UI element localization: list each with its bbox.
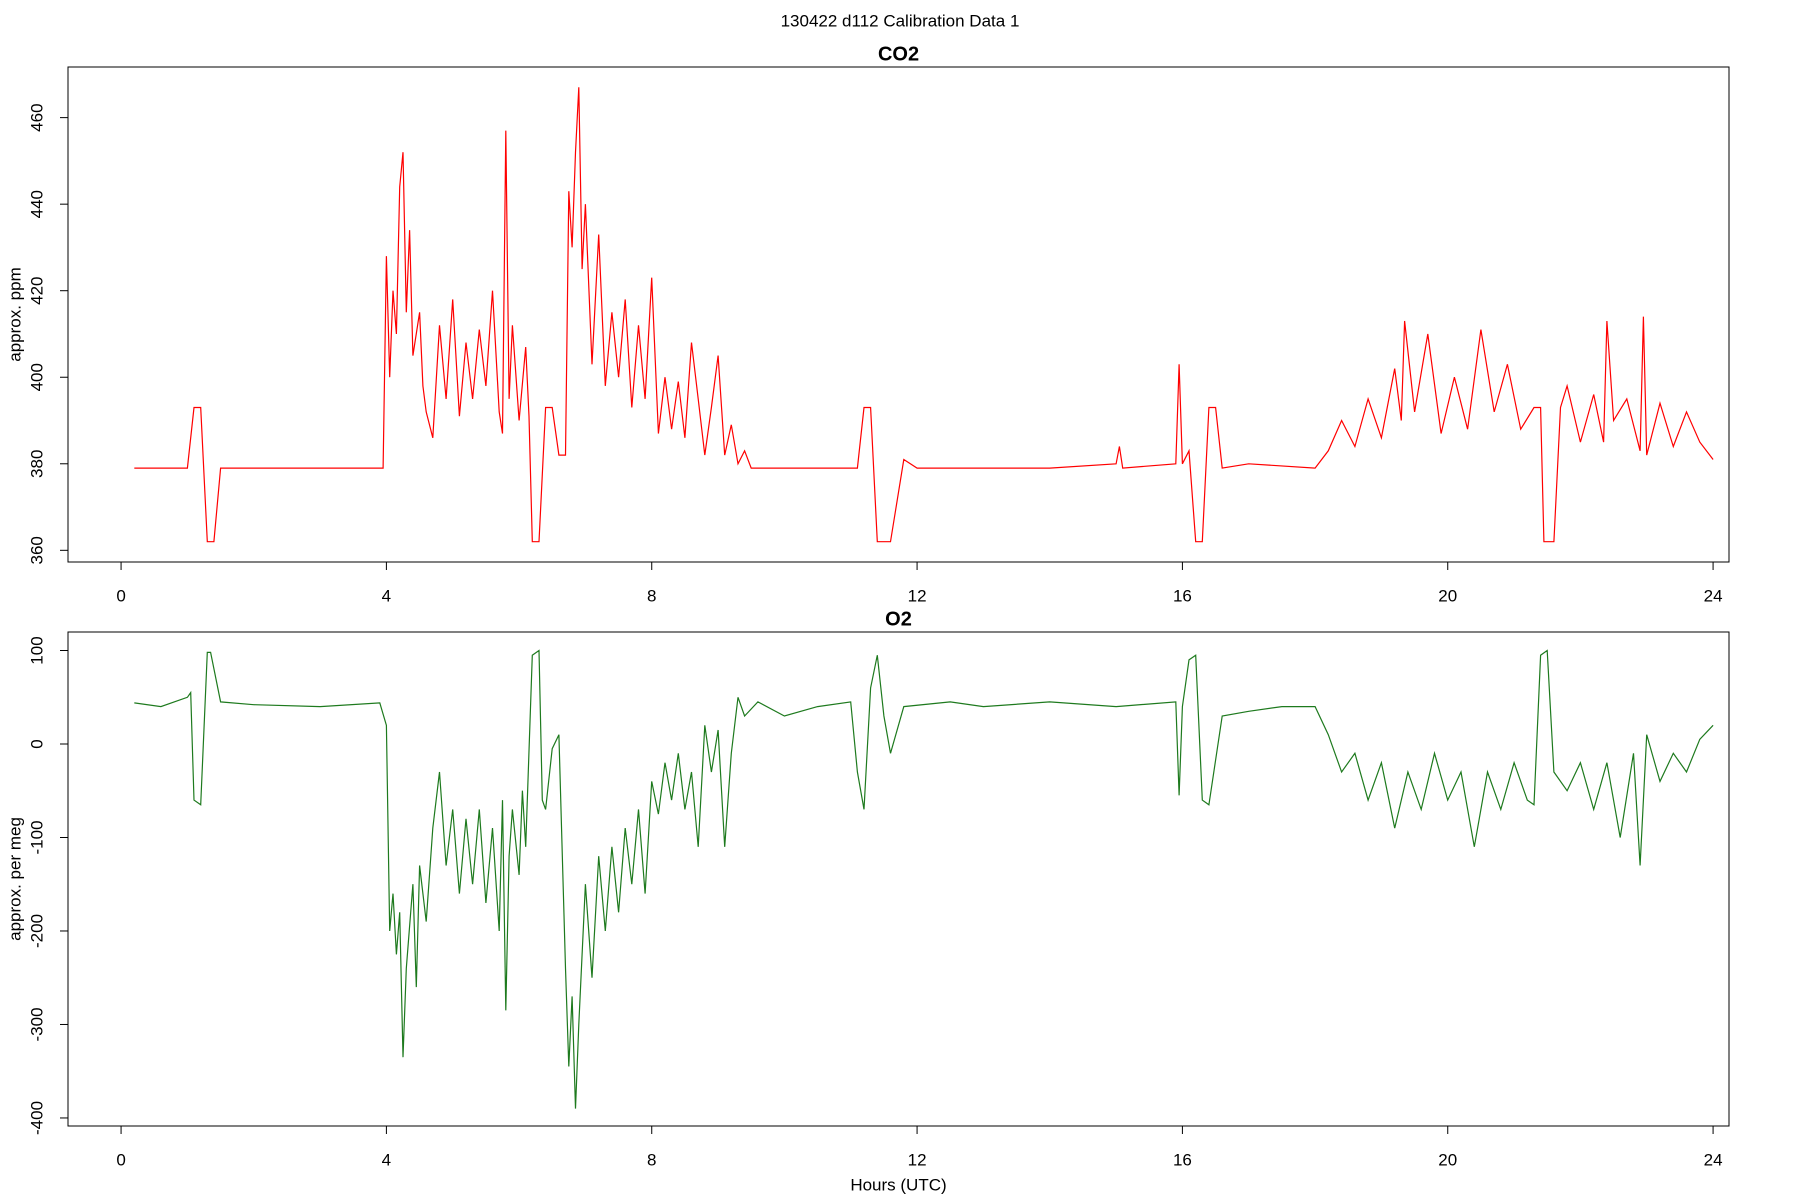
y-tick-label: 100 bbox=[27, 636, 46, 664]
x-tick-label: 4 bbox=[382, 586, 391, 605]
y-tick-label: -200 bbox=[27, 914, 46, 948]
y-tick-label: -300 bbox=[27, 1007, 46, 1041]
panel-title: O2 bbox=[885, 608, 912, 630]
data-line bbox=[134, 649, 1714, 1109]
y-axis-label: approx. per meg bbox=[5, 817, 24, 941]
y-tick-label: 420 bbox=[27, 277, 46, 305]
x-tick-label: 0 bbox=[116, 1150, 125, 1169]
y-tick-label: 360 bbox=[27, 536, 46, 564]
x-tick-label: 12 bbox=[908, 1150, 927, 1169]
y-tick-label: 440 bbox=[27, 190, 46, 218]
y-tick-label: 460 bbox=[27, 103, 46, 131]
x-tick-label: 16 bbox=[1173, 1150, 1192, 1169]
x-axis-label: Hours (UTC) bbox=[850, 1175, 946, 1194]
y-tick-label: -400 bbox=[27, 1101, 46, 1135]
y-tick-label: -100 bbox=[27, 820, 46, 854]
y-axis-label: approx. ppm bbox=[5, 267, 24, 362]
x-tick-label: 8 bbox=[647, 1150, 656, 1169]
x-tick-label: 24 bbox=[1704, 586, 1723, 605]
x-tick-label: 0 bbox=[116, 586, 125, 605]
y-tick-label: 400 bbox=[27, 363, 46, 391]
data-line bbox=[134, 87, 1714, 543]
x-tick-label: 8 bbox=[647, 586, 656, 605]
x-tick-label: 4 bbox=[382, 1150, 391, 1169]
panel-title: CO2 bbox=[878, 43, 919, 65]
y-tick-label: 380 bbox=[27, 450, 46, 478]
x-tick-label: 20 bbox=[1438, 586, 1457, 605]
x-tick-label: 20 bbox=[1438, 1150, 1457, 1169]
x-tick-label: 12 bbox=[908, 586, 927, 605]
x-tick-label: 16 bbox=[1173, 586, 1192, 605]
plot-frame bbox=[67, 66, 1730, 563]
y-tick-label: 0 bbox=[27, 739, 46, 748]
x-tick-label: 24 bbox=[1704, 1150, 1723, 1169]
figure-title: 130422 d112 Calibration Data 1 bbox=[781, 11, 1020, 30]
